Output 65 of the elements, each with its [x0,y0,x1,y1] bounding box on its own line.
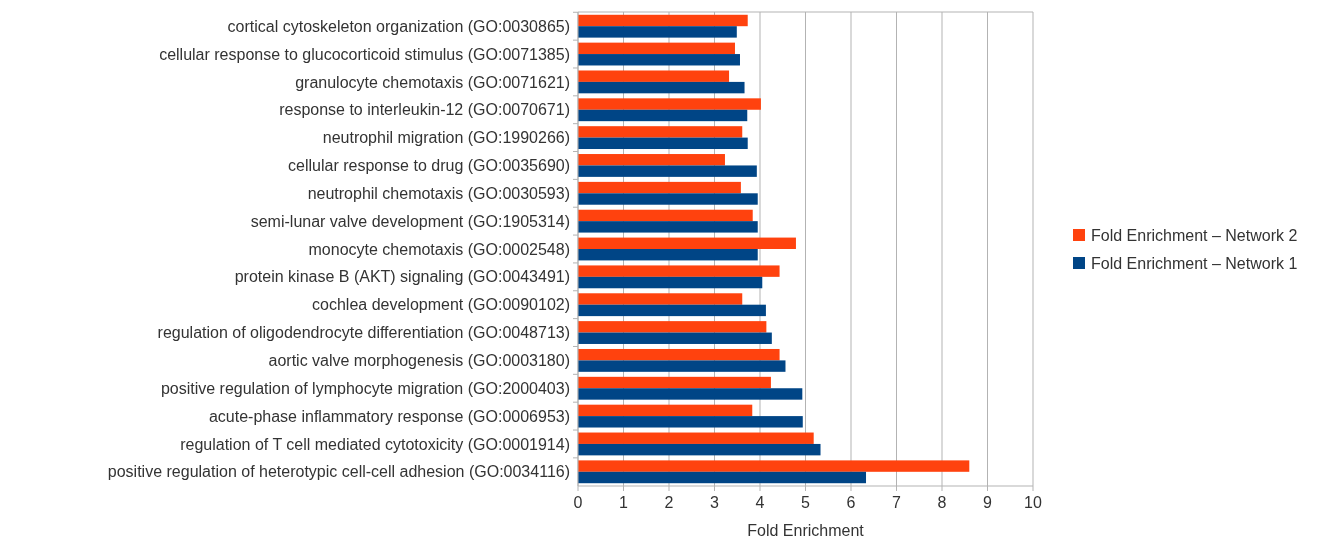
x-tick-label: 8 [937,494,947,511]
bar [578,126,743,138]
x-tick-label: 5 [801,494,811,511]
x-tick-label: 0 [573,494,583,511]
y-tick-label: granulocyte chemotaxis (GO:0071621) [295,73,570,91]
y-tick-label: semi-lunar valve development (GO:1905314) [250,212,570,230]
y-tick-label: regulation of oligodendrocyte differentiation (GO:0048713) [157,324,570,342]
y-tick-label: aortic valve morphogenesis (GO:0003180) [268,352,570,369]
bar [578,416,803,428]
bar [578,321,767,333]
y-tick-label: protein kinase B (AKT) signaling (GO:0043491) [234,268,570,286]
bar [578,14,748,27]
bar [578,471,867,484]
bar [578,237,796,249]
bar [578,348,780,361]
bar [578,304,766,317]
bar [578,137,748,150]
x-tick-label: 1 [619,494,629,511]
bar [578,376,771,389]
y-tick-label: cochlea development (GO:0090102) [312,296,570,314]
bar [578,432,814,444]
y-tick-label: cellular response to glucocorticoid stimulus (GO:0071385) [159,45,570,63]
x-tick-label: 6 [846,494,856,511]
bar [578,81,745,94]
x-tick-label: 2 [664,494,674,511]
bar [578,70,730,82]
legend-label: Fold Enrichment – Network 1 [1091,254,1298,272]
x-tick-label: 10 [1024,494,1042,511]
bar [578,193,758,205]
y-tick-label: cortical cytoskeleton organization (GO:0030865) [227,17,570,35]
bar [578,265,780,277]
bar [578,54,740,66]
bar [578,165,757,177]
bar [578,98,761,110]
y-tick-label: positive regulation of heterotypic cell-cell adhesion (GO:0034116) [107,463,570,481]
bar [578,293,743,305]
y-tick-label: cellular response to drug (GO:0035690) [288,157,570,175]
y-tick-label: neutrophil chemotaxis (GO:0030593) [307,184,570,202]
bar [578,42,735,55]
bar [578,388,803,400]
bar [578,443,821,456]
x-tick-label: 9 [983,494,993,511]
x-tick-label: 3 [710,494,720,511]
bar [578,276,763,289]
bar [578,181,741,194]
bar [578,332,772,344]
bar [578,209,753,222]
y-tick-label: regulation of T cell mediated cytotoxicity (GO:0001914) [180,435,570,453]
bar [578,26,737,38]
x-tick-label: 4 [755,494,765,511]
x-axis-title: Fold Enrichment [747,522,865,539]
bar [578,404,753,417]
bar [578,360,786,372]
y-tick-label: positive regulation of lymphocyte migration (GO:2000403) [160,379,570,397]
bar [578,109,748,122]
bar [578,249,758,261]
bar [578,221,758,233]
y-tick-label: neutrophil migration (GO:1990266) [322,129,570,147]
bar [578,460,970,472]
x-tick-label: 7 [892,494,902,511]
y-tick-label: monocyte chemotaxis (GO:0002548) [308,240,570,258]
y-tick-label: acute-phase inflammatory response (GO:0006953) [208,407,570,425]
y-tick-label: response to interleukin-12 (GO:0070671) [279,101,570,119]
bar [578,154,725,166]
legend-label: Fold Enrichment – Network 2 [1091,226,1298,244]
